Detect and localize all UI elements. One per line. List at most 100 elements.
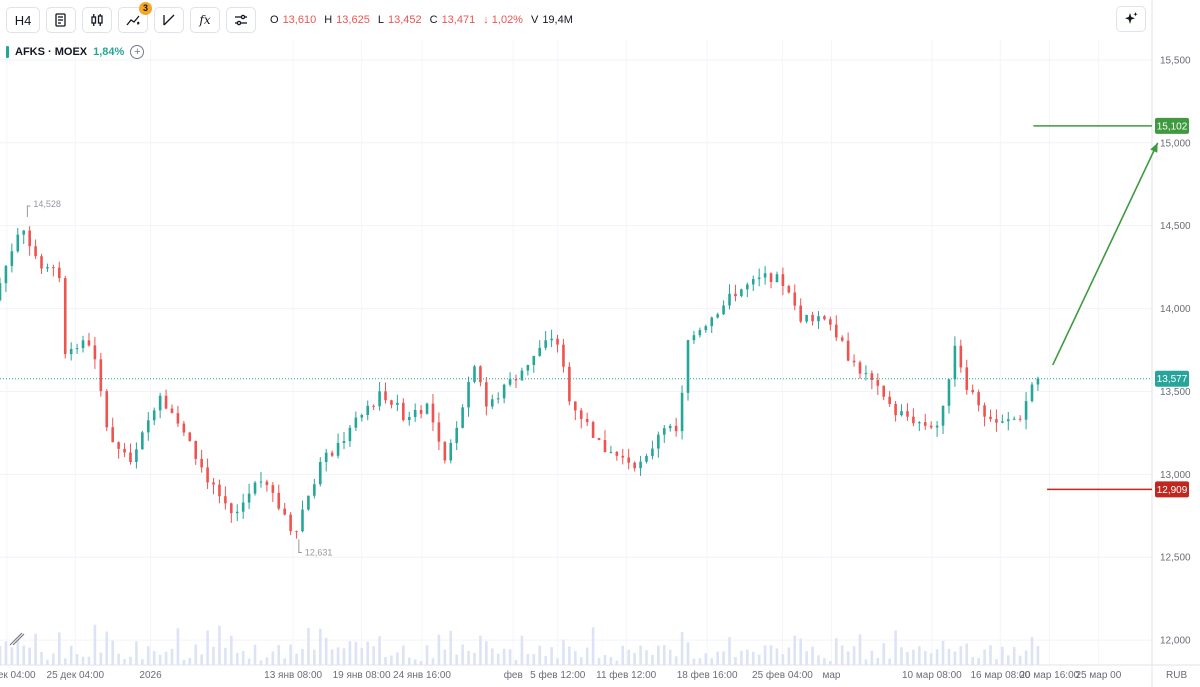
ruler-icon-stroke: [12, 633, 25, 646]
volume-bar: [1012, 647, 1016, 665]
drawing-tools-button[interactable]: [154, 7, 184, 33]
volume-bar: [574, 651, 577, 665]
volume-bars: [0, 624, 1040, 665]
candle-body: [75, 348, 79, 350]
volume-bar: [520, 635, 524, 665]
open-label: O: [270, 14, 279, 26]
candle-body: [633, 462, 636, 469]
candle-body: [621, 455, 625, 458]
chart-type-button[interactable]: [82, 7, 112, 33]
candle-body: [455, 427, 458, 443]
candle-body: [532, 355, 536, 365]
candle-body: [805, 314, 808, 322]
add-symbol-button[interactable]: +: [130, 45, 145, 59]
volume-bar: [176, 628, 180, 665]
volume-bar: [313, 649, 316, 665]
time-tick-label: 25 мар 00: [1075, 670, 1121, 681]
candle-body: [520, 370, 524, 381]
candle-body: [360, 414, 364, 418]
ai-assistant-button[interactable]: [1116, 6, 1146, 32]
sparkle-icon: [1125, 12, 1138, 24]
volume-bar: [277, 645, 281, 665]
candle-body: [277, 492, 281, 509]
time-tick-label: 11 фев 12:00: [596, 669, 657, 681]
candle-body: [10, 251, 14, 266]
candle-body: [117, 442, 120, 449]
volume-bar: [425, 645, 429, 665]
candle-body: [834, 324, 838, 338]
candle-body: [378, 391, 381, 407]
volume-bar: [402, 645, 405, 665]
candle-body: [906, 411, 909, 417]
candle-body: [793, 292, 797, 306]
volume-bar: [947, 648, 951, 665]
candle-body: [437, 422, 441, 442]
candle-body: [289, 514, 292, 532]
volume-bar: [556, 658, 559, 665]
current-price-tag-label: 13,577: [1157, 374, 1188, 385]
candle-body: [751, 279, 755, 285]
interval-button[interactable]: H4: [6, 7, 40, 33]
candle-body: [662, 428, 666, 435]
volume-bar: [734, 657, 737, 665]
indicators-button[interactable]: 3: [118, 2, 152, 33]
candle-body: [502, 384, 506, 399]
candle-body: [953, 345, 957, 380]
candle-body: [894, 403, 897, 416]
volume-bar: [449, 630, 453, 665]
volume-bar: [123, 658, 126, 665]
candle-body: [419, 409, 423, 414]
candle-body: [224, 496, 227, 504]
volume-bar: [710, 658, 714, 665]
candle-body: [81, 340, 85, 349]
volume-bar: [218, 625, 221, 665]
indicators-count-badge: 3: [139, 2, 152, 15]
volume-bar: [1036, 645, 1040, 665]
volume-bar: [645, 650, 648, 665]
volume-bar: [929, 653, 933, 665]
volume-bar: [496, 653, 500, 665]
chart-settings-button[interactable]: [46, 7, 76, 33]
candle-body: [176, 413, 180, 424]
volume-bar: [473, 652, 476, 665]
symbol-name[interactable]: AFKS · MOEX: [15, 46, 88, 58]
volume-bar: [69, 645, 73, 665]
candle-body: [271, 485, 275, 493]
candle-body: [135, 449, 138, 462]
volume-bar: [811, 646, 814, 665]
volume-bar: [158, 654, 162, 665]
candle-body: [817, 316, 820, 322]
candle-body: [63, 278, 67, 355]
time-axis[interactable]: 19 дек 04:00 25 дек 04:00 2026 13 янв 08:00…: [0, 669, 1122, 681]
candle-body: [574, 401, 577, 411]
volume-bar: [265, 657, 269, 665]
ohlc-readout: O 13,610 H 13,625 L 13,452 C 13,471 ↓ 1,…: [270, 14, 573, 26]
settings-sliders-button[interactable]: [226, 7, 256, 33]
formula-button[interactable]: fx: [190, 7, 220, 33]
volume-bar: [781, 654, 785, 665]
volume-bar: [722, 651, 725, 665]
volume-bar: [977, 658, 980, 665]
volume-bar: [164, 651, 168, 665]
candle-body: [283, 508, 286, 515]
volume-bar: [757, 654, 761, 665]
candle-body: [182, 423, 186, 433]
volume-bar: [959, 646, 963, 665]
volume-bar: [342, 648, 346, 665]
candle-body: [129, 452, 132, 462]
ruler-icon-stroke: [9, 632, 23, 646]
volume-bar: [585, 647, 589, 665]
volume-bar: [562, 639, 565, 665]
candle-body: [105, 391, 109, 428]
volume-bar: [532, 654, 536, 665]
candle-body: [1006, 419, 1010, 422]
volume-bar: [46, 659, 49, 665]
volume-bar: [247, 658, 251, 665]
volume-bar: [16, 639, 20, 665]
plus-icon: +: [134, 45, 141, 58]
price-axis[interactable]: 12,000 12,500 13,000 13,500 14,000 14,500 15,0…: [1160, 55, 1191, 681]
document-edit-icon: [55, 13, 66, 27]
candle-body: [170, 408, 174, 414]
volume-bar: [538, 645, 542, 665]
